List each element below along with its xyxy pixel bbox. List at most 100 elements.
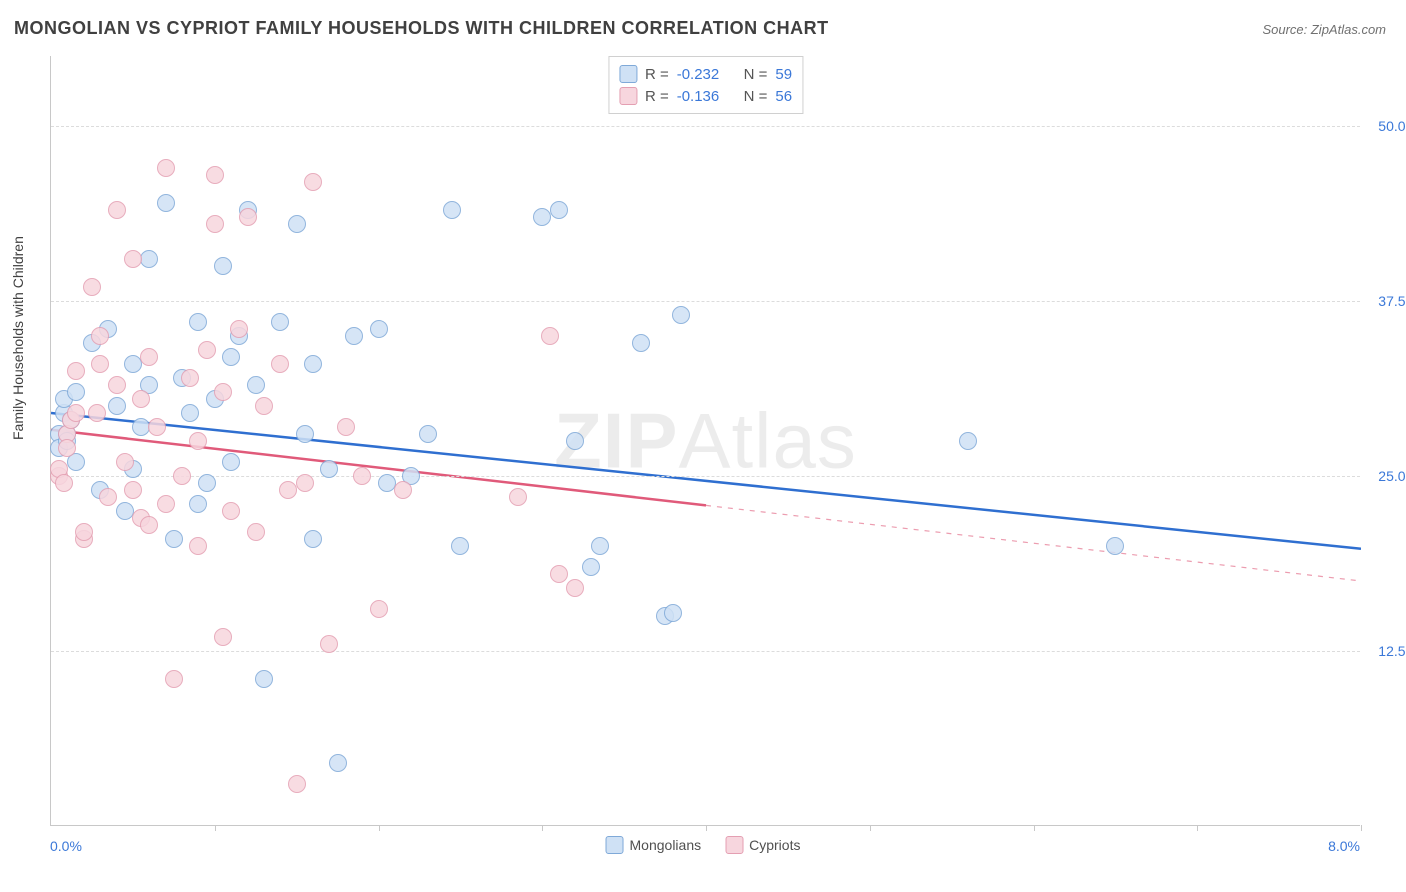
- x-tick: [1361, 825, 1362, 831]
- scatter-point: [67, 362, 85, 380]
- scatter-point: [279, 481, 297, 499]
- scatter-point: [124, 481, 142, 499]
- scatter-point: [116, 453, 134, 471]
- x-tick: [215, 825, 216, 831]
- scatter-point: [959, 432, 977, 450]
- legend-label-mongolians: Mongolians: [630, 837, 702, 853]
- scatter-point: [345, 327, 363, 345]
- scatter-point: [255, 397, 273, 415]
- n-label: N =: [744, 66, 768, 83]
- scatter-point: [165, 530, 183, 548]
- scatter-point: [271, 355, 289, 373]
- scatter-point: [509, 488, 527, 506]
- gridline: [51, 301, 1360, 302]
- chart-title: MONGOLIAN VS CYPRIOT FAMILY HOUSEHOLDS W…: [14, 18, 829, 39]
- scatter-point: [550, 565, 568, 583]
- y-tick-label: 50.0%: [1368, 118, 1406, 134]
- gridline: [51, 476, 1360, 477]
- legend-swatch-mongolians: [606, 836, 624, 854]
- scatter-point: [247, 523, 265, 541]
- scatter-point: [189, 537, 207, 555]
- series-legend: Mongolians Cypriots: [606, 836, 801, 854]
- legend-item-cypriots: Cypriots: [725, 836, 800, 854]
- x-tick: [542, 825, 543, 831]
- scatter-point: [140, 516, 158, 534]
- trend-line-solid: [51, 430, 706, 506]
- scatter-point: [288, 775, 306, 793]
- scatter-point: [566, 432, 584, 450]
- scatter-point: [140, 348, 158, 366]
- scatter-point: [91, 355, 109, 373]
- scatter-point: [108, 397, 126, 415]
- scatter-point: [157, 194, 175, 212]
- r-value-cypriots: -0.136: [677, 88, 720, 105]
- scatter-point: [124, 355, 142, 373]
- x-axis-max-label: 8.0%: [1328, 838, 1360, 854]
- scatter-point: [157, 495, 175, 513]
- scatter-point: [632, 334, 650, 352]
- scatter-point: [189, 432, 207, 450]
- scatter-point: [296, 425, 314, 443]
- y-tick-label: 12.5%: [1368, 643, 1406, 659]
- n-value-mongolians: 59: [775, 66, 792, 83]
- scatter-point: [320, 635, 338, 653]
- source-attribution: Source: ZipAtlas.com: [1262, 22, 1386, 37]
- swatch-cypriots: [619, 87, 637, 105]
- scatter-point: [67, 383, 85, 401]
- scatter-point: [304, 530, 322, 548]
- scatter-point: [230, 320, 248, 338]
- gridline: [51, 126, 1360, 127]
- y-axis-label: Family Households with Children: [10, 236, 26, 440]
- plot-area: ZIPAtlas 12.5%25.0%37.5%50.0% R = -0.232…: [50, 56, 1360, 826]
- scatter-point: [255, 670, 273, 688]
- scatter-point: [214, 628, 232, 646]
- scatter-point: [148, 418, 166, 436]
- scatter-point: [337, 418, 355, 436]
- scatter-point: [173, 467, 191, 485]
- scatter-point: [443, 201, 461, 219]
- scatter-point: [288, 215, 306, 233]
- scatter-point: [124, 250, 142, 268]
- stats-row-cypriots: R = -0.136 N = 56: [619, 85, 792, 107]
- scatter-point: [67, 404, 85, 422]
- scatter-point: [672, 306, 690, 324]
- scatter-point: [566, 579, 584, 597]
- scatter-point: [533, 208, 551, 226]
- scatter-point: [132, 418, 150, 436]
- scatter-point: [88, 404, 106, 422]
- n-label: N =: [744, 88, 768, 105]
- scatter-point: [591, 537, 609, 555]
- scatter-point: [198, 341, 216, 359]
- scatter-point: [271, 313, 289, 331]
- x-tick: [1197, 825, 1198, 831]
- scatter-point: [451, 537, 469, 555]
- scatter-point: [664, 604, 682, 622]
- scatter-point: [108, 376, 126, 394]
- scatter-point: [181, 404, 199, 422]
- r-label: R =: [645, 88, 669, 105]
- scatter-point: [329, 754, 347, 772]
- legend-label-cypriots: Cypriots: [749, 837, 800, 853]
- scatter-point: [108, 201, 126, 219]
- scatter-point: [140, 250, 158, 268]
- x-tick: [1034, 825, 1035, 831]
- scatter-point: [239, 208, 257, 226]
- scatter-point: [304, 355, 322, 373]
- scatter-point: [206, 166, 224, 184]
- x-tick: [870, 825, 871, 831]
- scatter-point: [541, 327, 559, 345]
- stats-legend: R = -0.232 N = 59 R = -0.136 N = 56: [608, 56, 803, 114]
- scatter-point: [214, 257, 232, 275]
- scatter-point: [132, 390, 150, 408]
- y-tick-label: 25.0%: [1368, 468, 1406, 484]
- scatter-point: [419, 425, 437, 443]
- scatter-point: [370, 320, 388, 338]
- scatter-point: [247, 376, 265, 394]
- scatter-point: [181, 369, 199, 387]
- scatter-point: [157, 159, 175, 177]
- scatter-point: [83, 278, 101, 296]
- r-value-mongolians: -0.232: [677, 66, 720, 83]
- legend-item-mongolians: Mongolians: [606, 836, 702, 854]
- scatter-point: [75, 523, 93, 541]
- scatter-point: [582, 558, 600, 576]
